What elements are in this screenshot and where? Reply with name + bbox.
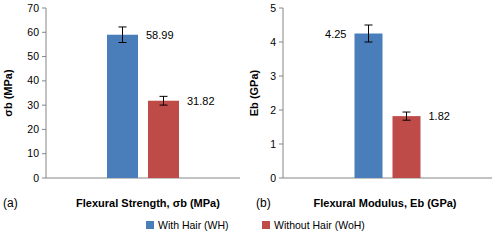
y-tick (279, 42, 283, 43)
y-tick (279, 144, 283, 145)
error-cap (365, 42, 373, 43)
y-tick (42, 178, 46, 179)
bar (355, 34, 383, 179)
y-tick-label: 70 (27, 2, 39, 14)
panel-label: (b) (256, 196, 271, 210)
y-tick-label: 2 (270, 104, 276, 116)
x-axis-line (283, 178, 492, 179)
error-cap (403, 112, 411, 113)
error-stem (122, 27, 123, 43)
y-axis-line (46, 8, 47, 178)
legend-swatch (146, 221, 154, 229)
error-cap (119, 42, 127, 43)
error-cap (119, 26, 127, 27)
error-bar (403, 112, 411, 120)
error-cap (403, 120, 411, 121)
y-tick-label: 40 (27, 74, 39, 86)
data-label: 1.82 (429, 110, 450, 122)
y-axis-label: σb (MPa) (2, 69, 14, 117)
error-bar (119, 27, 127, 43)
y-tick (42, 56, 46, 57)
y-tick (42, 80, 46, 81)
bar (393, 116, 421, 178)
error-cap (365, 25, 373, 26)
error-bar (365, 25, 373, 42)
error-stem (406, 112, 407, 120)
data-label: 31.82 (187, 95, 215, 107)
data-label: 58.99 (146, 29, 174, 41)
y-tick-label: 30 (27, 99, 39, 111)
figure: 010203040506070σb (MPa)Flexural Strength… (0, 0, 500, 238)
x-axis-line (46, 178, 240, 179)
y-tick (279, 76, 283, 77)
legend-swatch (262, 221, 270, 229)
y-tick-label: 5 (270, 2, 276, 14)
y-axis-line (283, 8, 284, 178)
legend-label: Without Hair (WoH) (274, 219, 365, 231)
x-axis-label: Flexural Modulus, Eb (GPa) (313, 197, 456, 209)
panel-label: (a) (3, 196, 18, 210)
y-tick-label: 4 (270, 36, 276, 48)
y-tick (42, 105, 46, 106)
data-label: 4.25 (325, 28, 346, 40)
marks (107, 27, 179, 178)
error-cap (160, 105, 168, 106)
y-tick-label: 60 (27, 26, 39, 38)
y-tick-label: 50 (27, 50, 39, 62)
legend: With Hair (WH) Without Hair (WoH) (146, 219, 365, 231)
y-tick-label: 3 (270, 70, 276, 82)
panel: 0 1 2 3 4 5 Eb (GPa) Flexural Modulus, Eb (GPa)… (248, 2, 492, 211)
y-tick-label: 1 (270, 138, 276, 150)
legend-label: With Hair (WH) (158, 219, 229, 231)
y-tick-label: 20 (27, 123, 39, 135)
panel: 0 10 20 30 40 50 60 70 σb (MPa) Flexural Strength… (2, 2, 240, 211)
y-tick (279, 178, 283, 179)
y-tick (279, 8, 283, 9)
marks (355, 25, 421, 178)
error-cap (160, 96, 168, 97)
y-tick (42, 153, 46, 154)
y-tick-label: 0 (33, 172, 39, 184)
y-tick (42, 32, 46, 33)
error-stem (163, 96, 164, 105)
bar (148, 101, 179, 178)
error-stem (368, 25, 369, 42)
error-bar (160, 96, 168, 105)
y-axis-label: Eb (GPa) (248, 69, 260, 116)
x-axis-label: Flexural Strength, σb (MPa) (76, 197, 220, 209)
y-tick-label: 0 (270, 172, 276, 184)
y-tick (42, 129, 46, 130)
y-tick (42, 8, 46, 9)
y-tick-label: 10 (27, 147, 39, 159)
y-tick (279, 110, 283, 111)
bar (107, 35, 138, 178)
